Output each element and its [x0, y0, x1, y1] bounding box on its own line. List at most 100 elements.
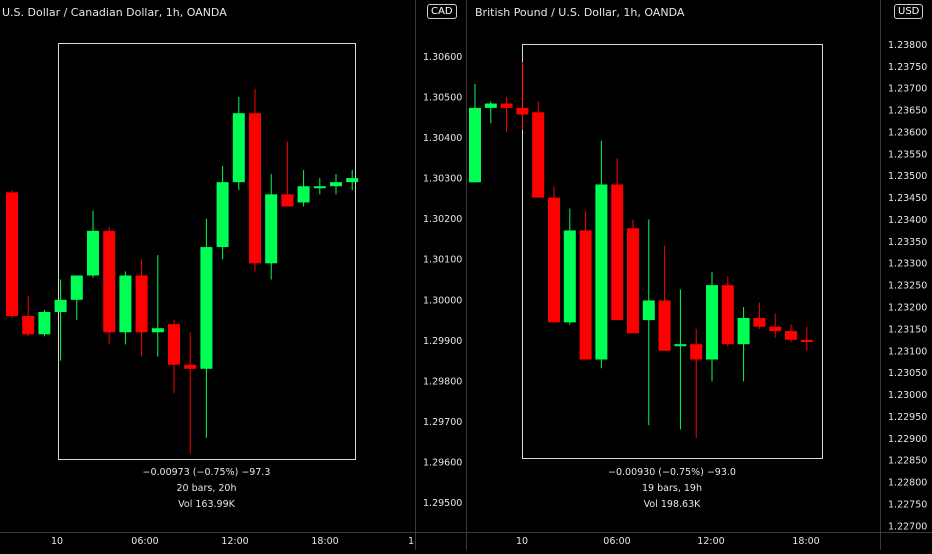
usdcad-candle	[54, 279, 67, 361]
gbpusd-y-tick-label: 1.22800	[888, 478, 927, 489]
usdcad-candle	[135, 259, 148, 357]
usdcad-x-tick-label: 18:00	[311, 536, 338, 547]
gbpusd-candle	[706, 272, 718, 382]
gbpusd-measure-box	[522, 44, 823, 459]
gbpusd-candle-body	[785, 331, 797, 340]
gbpusd-candle-body	[690, 344, 703, 360]
usdcad-x-tick-label: 12:00	[221, 536, 248, 547]
gbpusd-candle	[737, 307, 750, 382]
gbpusd-candle-body	[658, 300, 671, 351]
gbpusd-candle-body	[674, 344, 687, 347]
gbpusd-x-tick-label: 12:00	[697, 536, 724, 547]
usdcad-candle-body	[249, 113, 261, 264]
usdcad-candle-body	[168, 324, 180, 365]
usdcad-candle-body	[281, 194, 294, 207]
usdcad-candle	[297, 169, 310, 207]
gbpusd-candle-body	[563, 230, 576, 323]
gbpusd-y-tick-label: 1.23500	[888, 171, 927, 182]
gbpusd-candle-body	[548, 197, 560, 323]
gbpusd-candle-body	[484, 103, 497, 108]
gbpusd-measure-volume: Vol 198.63K	[643, 499, 701, 510]
gbpusd-y-tick-label: 1.23550	[888, 149, 927, 160]
gbpusd-candle-body	[516, 107, 529, 115]
usdcad-measure-bars: 20 bars, 20h	[176, 483, 237, 494]
gbpusd-candle-body	[737, 317, 750, 345]
usdcad-candle-body	[232, 113, 245, 183]
gbpusd-candle	[548, 186, 560, 323]
gbpusd-y-tick-label: 1.23000	[888, 390, 927, 401]
usdcad-candle	[103, 226, 116, 345]
gbpusd-candle	[469, 83, 481, 183]
gbpusd-y-tick-label: 1.23400	[888, 215, 927, 226]
gbpusd-y-tick-label: 1.22700	[888, 521, 927, 532]
usdcad-candle	[87, 210, 99, 278]
usdcad-candle-body	[330, 182, 342, 187]
usdcad-candle-body	[200, 247, 213, 369]
gbpusd-y-tick-label: 1.23800	[888, 40, 927, 51]
gbpusd-candle	[500, 96, 513, 132]
gbpusd-measure-stats: −0.00930 (−0.75%) −93.0 19 bars, 19h Vol…	[522, 465, 822, 513]
gbpusd-measure-bars: 19 bars, 19h	[642, 483, 702, 494]
usdcad-candle-body	[103, 230, 116, 333]
usdcad-candle	[249, 88, 261, 272]
gbpusd-candle-body	[642, 300, 655, 321]
usdcad-candle-body	[38, 311, 51, 335]
usdcad-y-tick-label: 1.30400	[423, 133, 462, 144]
usdcad-candle	[70, 275, 83, 321]
usdcad-y-tick-label: 1.30100	[423, 255, 462, 266]
gbpusd-y-tick-label: 1.23300	[888, 259, 927, 270]
usdcad-y-tick-label: 1.29900	[423, 336, 462, 347]
usdcad-candle-body	[216, 182, 229, 248]
gbpusd-measure-change: −0.00930 (−0.75%) −93.0	[608, 467, 736, 478]
gbpusd-y-tick-label: 1.22950	[888, 412, 927, 423]
gbpusd-candle	[642, 219, 655, 426]
usdcad-candle-body	[184, 364, 197, 369]
gbpusd-candle	[484, 101, 497, 124]
gbpusd-y-tick-label: 1.23350	[888, 237, 927, 248]
usdcad-candle-body	[346, 178, 359, 183]
usdcad-y-tick-label: 1.30600	[423, 52, 462, 63]
gbpusd-candle	[611, 158, 624, 321]
usdcad-candle	[232, 96, 245, 191]
gbpusd-x-tick-label: 18:00	[792, 536, 819, 547]
gbpusd-currency-badge[interactable]: USD	[894, 4, 924, 19]
usdcad-y-tick-label: 1.30000	[423, 295, 462, 306]
usdcad-x-tick-label: 10	[51, 536, 63, 547]
gbpusd-y-tick-label: 1.23700	[888, 84, 927, 95]
gbpusd-y-tick-label: 1.23600	[888, 127, 927, 138]
gbpusd-candle	[674, 289, 687, 430]
gbpusd-y-tick-label: 1.22850	[888, 456, 927, 467]
gbpusd-candle-body	[595, 184, 608, 360]
gbpusd-candle	[579, 210, 592, 360]
gbpusd-y-tick-label: 1.23650	[888, 106, 927, 117]
gbpusd-title: British Pound / U.S. Dollar, 1h, OANDA	[475, 6, 685, 19]
gbpusd-y-tick-label: 1.23250	[888, 281, 927, 292]
usdcad-x-tick-label: 06:00	[131, 536, 158, 547]
usdcad-candle-body	[265, 194, 278, 264]
usdcad-measure-volume: Vol 163.99K	[178, 499, 235, 510]
usdcad-candle-body	[6, 192, 18, 317]
gbpusd-y-tick-label: 1.23100	[888, 346, 927, 357]
usdcad-candle	[6, 190, 18, 319]
usdcad-candle-body	[313, 186, 326, 189]
gbpusd-candle-body	[753, 317, 766, 327]
usdcad-measure-change: −0.00973 (−0.75%) −97.3	[142, 467, 271, 478]
usdcad-y-tick-label: 1.29600	[423, 458, 462, 469]
usdcad-candle	[313, 178, 326, 195]
gbpusd-candle-body	[611, 184, 624, 321]
usdcad-y-tick-label: 1.29700	[423, 417, 462, 428]
usdcad-y-tick-label: 1.30500	[423, 92, 462, 103]
gbpusd-candle	[532, 101, 545, 198]
gbpusd-candle	[753, 302, 766, 329]
gbpusd-candle-body	[721, 285, 734, 345]
gbpusd-x-tick-label: 06:00	[603, 536, 630, 547]
usdcad-measure-box	[58, 43, 356, 460]
usdcad-currency-badge[interactable]: CAD	[427, 4, 457, 19]
usdcad-candle-body	[22, 316, 35, 335]
gbpusd-candle	[658, 245, 671, 351]
gbpusd-candle	[563, 208, 576, 325]
gbpusd-candle	[690, 328, 703, 439]
usdcad-candle	[22, 295, 35, 337]
gbpusd-candle	[800, 326, 813, 351]
